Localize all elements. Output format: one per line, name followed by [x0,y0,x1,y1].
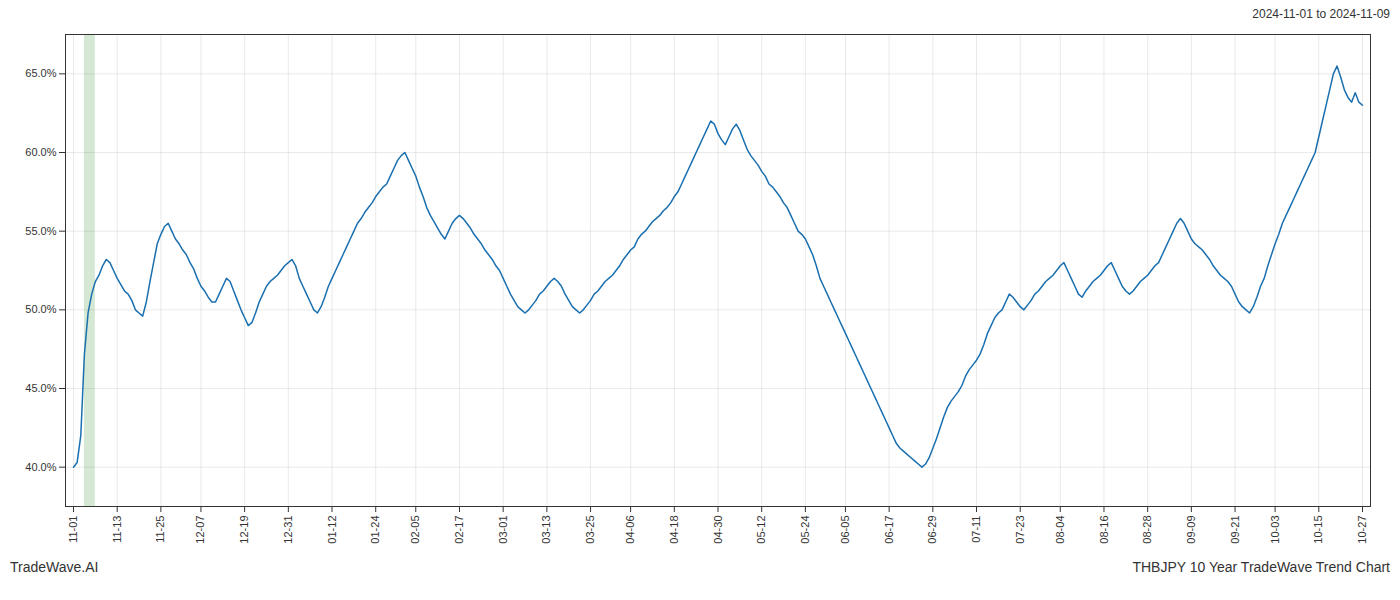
svg-text:65.0%: 65.0% [25,67,56,79]
svg-text:10-27: 10-27 [1356,516,1368,544]
svg-text:01-12: 01-12 [326,516,338,544]
svg-text:08-04: 08-04 [1054,516,1066,544]
svg-text:45.0%: 45.0% [25,382,56,394]
svg-text:10-03: 10-03 [1269,516,1281,544]
svg-text:02-05: 02-05 [409,516,421,544]
svg-text:09-21: 09-21 [1229,516,1241,544]
html-text:TradeWave.AI: TradeWave.AI [10,559,99,575]
svg-text:12-19: 12-19 [238,516,250,544]
svg-text:12-07: 12-07 [194,516,206,544]
svg-text:40.0%: 40.0% [25,461,56,473]
svg-text:06-29: 06-29 [926,516,938,544]
svg-text:03-25: 03-25 [584,516,596,544]
svg-text:05-12: 05-12 [755,516,767,544]
svg-text:10-15: 10-15 [1312,516,1324,544]
svg-text:06-05: 06-05 [839,516,851,544]
svg-text:09-09: 09-09 [1185,516,1197,544]
svg-text:07-11: 07-11 [970,516,982,543]
svg-text:11-01: 11-01 [67,516,79,543]
svg-text:05-24: 05-24 [799,516,811,544]
svg-text:04-30: 04-30 [712,516,724,544]
svg-text:11-13: 11-13 [111,516,123,543]
svg-text:03-13: 03-13 [540,516,552,544]
html-text:THBJPY 10 Year TradeWave Trend: THBJPY 10 Year TradeWave Trend Chart [1132,559,1390,575]
svg-text:08-28: 08-28 [1141,516,1153,544]
svg-text:06-17: 06-17 [883,516,895,544]
svg-text:12-31: 12-31 [282,516,294,544]
html-text:2024-11-01 to 2024-11-09: 2024-11-01 to 2024-11-09 [1252,7,1390,21]
svg-text:60.0%: 60.0% [25,146,56,158]
svg-text:50.0%: 50.0% [25,303,56,315]
svg-text:01-24: 01-24 [369,516,381,544]
svg-text:03-01: 03-01 [497,516,509,544]
svg-text:02-17: 02-17 [453,516,465,544]
svg-text:11-25: 11-25 [154,516,166,543]
svg-text:55.0%: 55.0% [25,225,56,237]
svg-text:07-23: 07-23 [1014,516,1026,544]
svg-text:04-06: 04-06 [624,516,636,544]
svg-text:04-18: 04-18 [668,516,680,544]
svg-text:08-16: 08-16 [1097,516,1109,544]
